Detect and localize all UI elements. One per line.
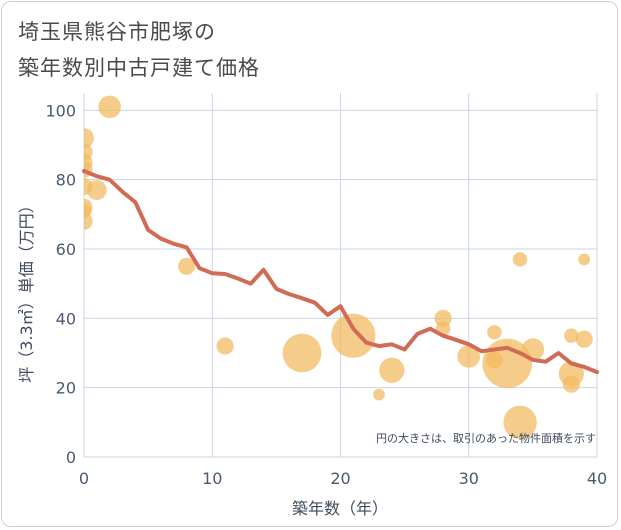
x-tick-label: 20 (330, 469, 350, 488)
y-tick-label: 0 (66, 448, 76, 467)
bubble-point (578, 253, 591, 266)
y-axis-title: 坪（3.3㎡）単価（万円） (17, 197, 36, 382)
x-axis-title: 築年数（年） (292, 499, 388, 518)
bubble-point (503, 405, 537, 440)
grid-lines (83, 93, 598, 458)
bubble-point (487, 324, 502, 340)
bubble-point (216, 337, 234, 355)
bubble-point (575, 330, 593, 348)
bubble-point (434, 309, 452, 327)
bubble-point (512, 252, 528, 267)
bubble-point (86, 180, 107, 201)
x-tick-label: 10 (202, 469, 222, 488)
bubble-point (98, 95, 121, 119)
bubble-point (84, 128, 94, 149)
trend-line (82, 169, 599, 375)
y-tick-label: 20 (56, 379, 76, 398)
bubble-point (282, 333, 322, 373)
bubble-layer (84, 95, 593, 440)
bubble-point (84, 212, 93, 230)
bubble-point (562, 375, 580, 393)
bubble-point (564, 328, 579, 343)
size-note: 円の大きさは、取引のあった物件面積を示す (376, 431, 596, 445)
y-tick-label: 40 (56, 309, 76, 328)
tick-labels: 0 10 20 30 40 0 20 40 60 80 100 (45, 101, 607, 488)
x-tick-label: 0 (79, 469, 89, 488)
bubble-point (379, 357, 405, 383)
y-tick-label: 60 (56, 240, 76, 259)
x-tick-label: 30 (459, 469, 479, 488)
bubble-point (178, 257, 196, 275)
x-tick-label: 40 (587, 469, 607, 488)
y-tick-label: 100 (45, 101, 76, 120)
y-tick-label: 80 (56, 171, 76, 190)
bubble-point (373, 388, 385, 401)
bubble-point (331, 313, 376, 358)
chart-title: 埼玉県熊谷市肥塚の 築年数別中古戸建て価格 (18, 14, 260, 86)
trend-layer (82, 169, 599, 375)
chart-title-line-1: 埼玉県熊谷市肥塚の (18, 20, 216, 44)
bubble-point (457, 345, 481, 368)
chart-title-line-2: 築年数別中古戸建て価格 (18, 56, 260, 80)
